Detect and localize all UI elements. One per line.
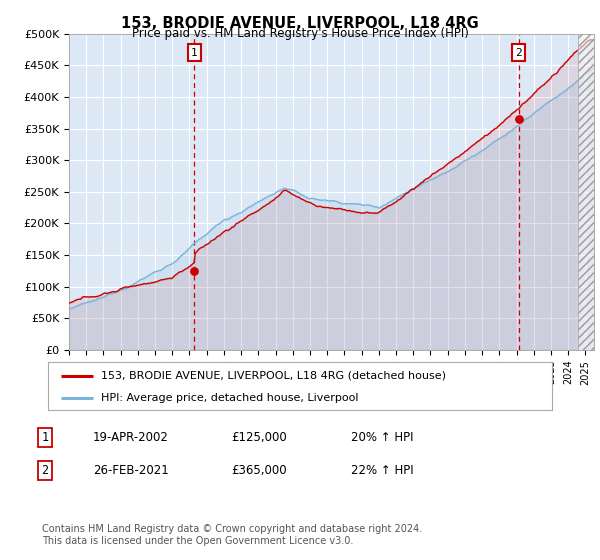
Text: Contains HM Land Registry data © Crown copyright and database right 2024.
This d: Contains HM Land Registry data © Crown c… <box>42 524 422 546</box>
Text: £365,000: £365,000 <box>231 464 287 477</box>
Text: 26-FEB-2021: 26-FEB-2021 <box>93 464 169 477</box>
Text: 2: 2 <box>515 48 522 58</box>
Text: 22% ↑ HPI: 22% ↑ HPI <box>351 464 413 477</box>
Bar <box>578 34 594 350</box>
Point <box>190 267 199 276</box>
Point <box>514 115 523 124</box>
Text: HPI: Average price, detached house, Liverpool: HPI: Average price, detached house, Live… <box>101 393 358 403</box>
Text: 20% ↑ HPI: 20% ↑ HPI <box>351 431 413 445</box>
Text: 153, BRODIE AVENUE, LIVERPOOL, L18 4RG (detached house): 153, BRODIE AVENUE, LIVERPOOL, L18 4RG (… <box>101 371 446 381</box>
Text: 2: 2 <box>41 464 49 477</box>
Text: 1: 1 <box>41 431 49 445</box>
Text: £125,000: £125,000 <box>231 431 287 445</box>
Text: Price paid vs. HM Land Registry's House Price Index (HPI): Price paid vs. HM Land Registry's House … <box>131 27 469 40</box>
Text: 19-APR-2002: 19-APR-2002 <box>93 431 169 445</box>
Bar <box>578 34 594 350</box>
Text: 1: 1 <box>191 48 198 58</box>
Text: 153, BRODIE AVENUE, LIVERPOOL, L18 4RG: 153, BRODIE AVENUE, LIVERPOOL, L18 4RG <box>121 16 479 31</box>
